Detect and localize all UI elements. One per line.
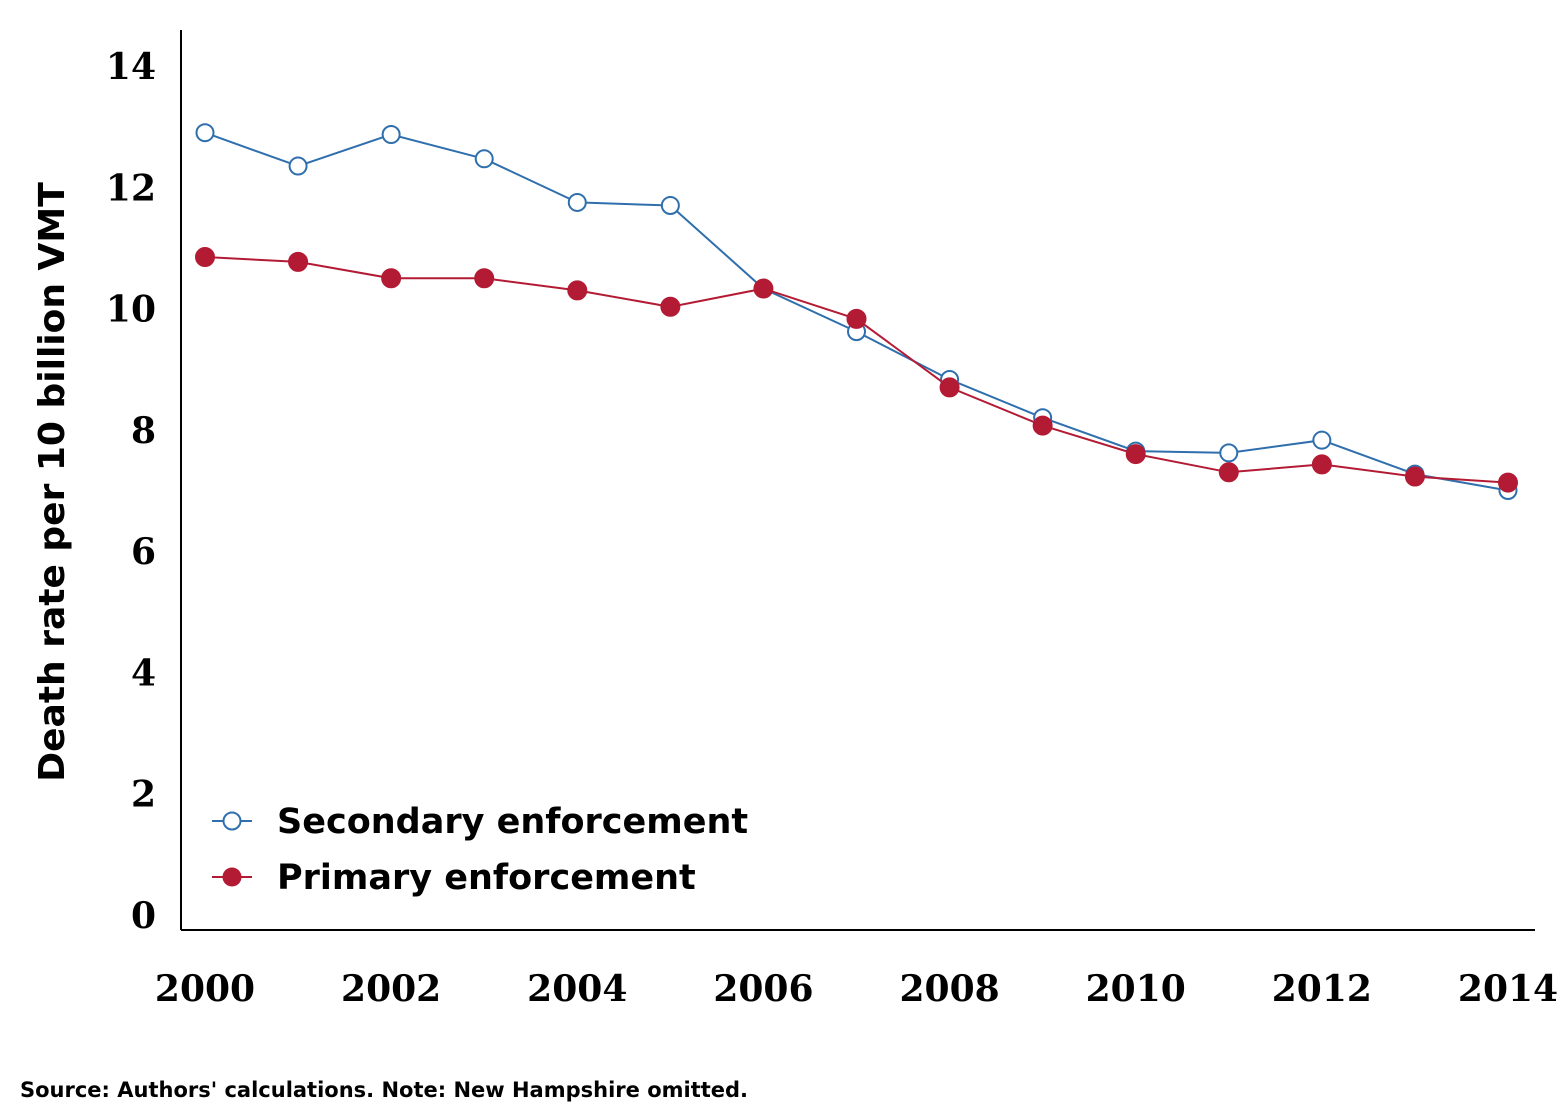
axes [180,30,1535,931]
y-axis-label: Death rate per 10 billion VMT [32,182,73,782]
x-tick-labels: 2000 2002 2004 2006 2008 2010 2012 2014 [155,968,1558,1010]
data-point [1125,444,1146,465]
y-tick-label: 12 [106,167,156,209]
legend-marker [222,867,242,887]
data-point [1032,415,1053,436]
data-point [381,125,401,145]
y-tick-label: 0 [131,895,156,937]
series-line [204,256,1509,484]
data-point [1312,430,1332,450]
y-tick-label: 2 [131,774,156,816]
legend-label: Secondary enforcement [277,802,748,842]
y-tick-label: 6 [131,531,156,573]
data-point [381,268,402,289]
data-point [195,247,215,268]
data-point [474,149,494,169]
y-tick-label: 8 [131,410,156,452]
legend: Secondary enforcement Primary enforcement [212,802,748,898]
y-tick-label: 4 [131,652,156,694]
x-tick-label: 2006 [713,968,813,1010]
data-point [753,278,774,299]
data-point [195,123,215,143]
x-tick-label: 2004 [527,968,627,1010]
data-point [567,280,588,301]
legend-marker [222,811,242,831]
legend-item: Secondary enforcement [212,802,748,842]
data-point [1219,443,1239,463]
x-tick-label: 2002 [341,968,441,1010]
data-point [288,251,309,272]
series-primary [195,247,1518,493]
data-point [1498,472,1518,493]
series-layer [195,123,1518,500]
x-tick-label: 2014 [1458,968,1558,1010]
data-point [660,296,681,317]
x-tick-label: 2010 [1086,968,1186,1010]
x-tick-label: 2012 [1272,968,1372,1010]
y-tick-label: 14 [106,46,156,88]
data-point [474,268,495,289]
y-tick-labels: 0 2 4 6 8 10 12 14 [106,46,156,937]
data-point [660,195,680,215]
data-point [1311,454,1332,475]
data-point [1404,466,1425,487]
legend-label: Primary enforcement [277,858,696,898]
data-point [567,192,587,212]
legend-item: Primary enforcement [212,858,696,898]
x-tick-label: 2000 [155,968,255,1010]
x-tick-label: 2008 [899,968,999,1010]
y-tick-label: 10 [106,289,156,331]
data-point [288,156,308,176]
source-note: Source: Authors' calculations. Note: New… [20,1078,749,1102]
data-point [939,377,960,398]
data-point [846,308,867,329]
data-point [1218,462,1239,483]
